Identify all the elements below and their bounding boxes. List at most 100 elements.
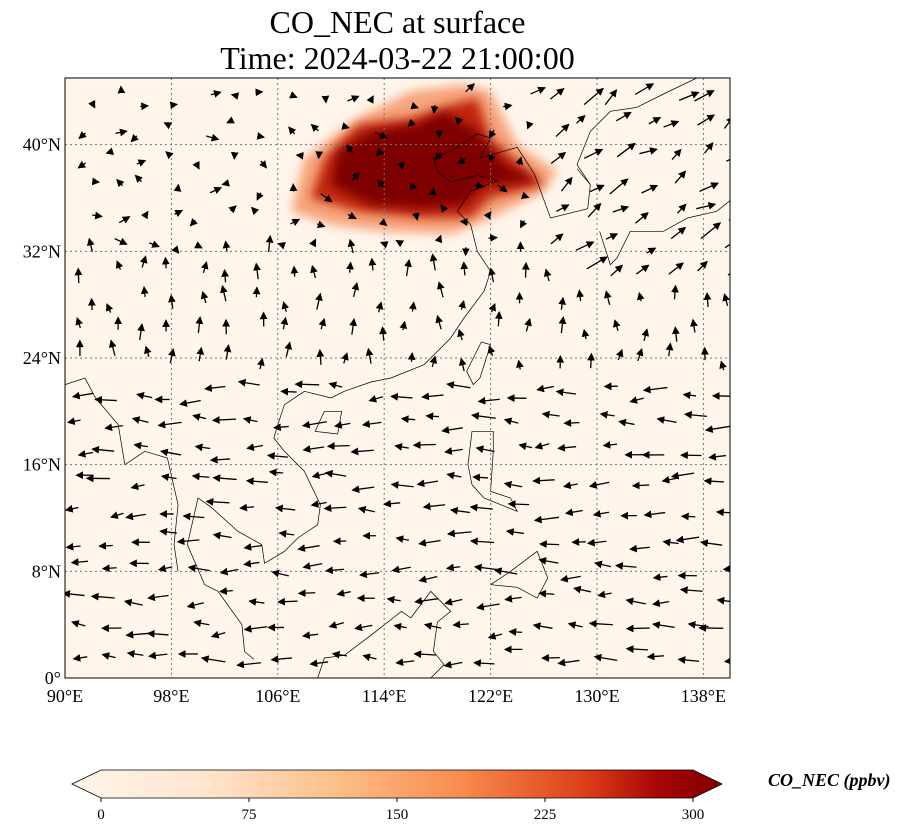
wind-arrow bbox=[347, 211, 357, 219]
wind-arrow bbox=[636, 291, 645, 302]
wind-arrow bbox=[474, 181, 485, 190]
wind-arrow bbox=[209, 455, 231, 464]
wind-arrow bbox=[588, 619, 613, 628]
wind-arrow bbox=[488, 129, 497, 139]
lon-tick-label: 98°E bbox=[153, 686, 189, 706]
wind-arrow bbox=[94, 395, 117, 404]
wind-arrow bbox=[407, 118, 416, 127]
wind-arrow bbox=[604, 89, 618, 106]
wind-arrow bbox=[309, 238, 317, 248]
wind-arrow bbox=[165, 151, 174, 160]
wind-arrow bbox=[101, 652, 116, 660]
wind-arrow bbox=[290, 218, 301, 226]
wind-arrow bbox=[316, 220, 326, 228]
wind-arrow bbox=[289, 91, 298, 99]
colorbar-tick-label: 75 bbox=[242, 807, 257, 823]
wind-arrow bbox=[648, 116, 662, 125]
wind-arrow bbox=[587, 202, 602, 218]
wind-arrow bbox=[161, 256, 170, 269]
wind-arrow bbox=[597, 590, 612, 599]
wind-arrow bbox=[243, 624, 268, 633]
coastline bbox=[186, 391, 321, 660]
wind-arrow bbox=[325, 566, 345, 575]
wind-arrow bbox=[533, 515, 560, 524]
wind-arrow bbox=[136, 159, 147, 167]
wind-arrow bbox=[395, 240, 405, 248]
wind-arrow bbox=[497, 184, 508, 193]
wind-arrow bbox=[336, 589, 351, 597]
wind-arrow bbox=[66, 417, 81, 426]
wind-arrow bbox=[268, 468, 284, 477]
wind-arrow bbox=[134, 174, 143, 183]
wind-arrow bbox=[220, 284, 228, 302]
wind-arrow bbox=[393, 622, 407, 631]
wind-arrow bbox=[410, 101, 419, 110]
wind-arrow bbox=[239, 503, 255, 512]
wind-arrow bbox=[444, 598, 463, 606]
wind-arrow bbox=[196, 346, 205, 362]
wind-arrow bbox=[625, 624, 650, 633]
wind-arrow bbox=[504, 594, 522, 603]
wind-arrow bbox=[195, 316, 204, 333]
wind-arrow bbox=[576, 289, 585, 302]
wind-arrow bbox=[350, 447, 374, 456]
wind-arrow bbox=[599, 410, 615, 419]
wind-arrow bbox=[550, 233, 564, 245]
wind-arrow bbox=[458, 300, 466, 310]
wind-arrow bbox=[488, 302, 496, 313]
wind-arrow bbox=[108, 339, 117, 356]
wind-arrow bbox=[602, 440, 618, 449]
wind-arrow bbox=[324, 469, 347, 478]
coastlines bbox=[65, 78, 730, 678]
wind-arrow bbox=[610, 264, 624, 277]
wind-arrow bbox=[487, 153, 496, 163]
wind-arrow bbox=[148, 651, 168, 660]
wind-arrow bbox=[209, 186, 223, 195]
wind-arrow bbox=[221, 268, 229, 283]
wind-arrow bbox=[130, 134, 139, 143]
wind-arrow bbox=[724, 243, 730, 249]
wind-arrow bbox=[362, 653, 377, 662]
wind-arrow bbox=[326, 442, 350, 450]
wind-arrow bbox=[616, 142, 636, 158]
wind-arrow bbox=[708, 452, 727, 461]
wind-arrow bbox=[71, 620, 86, 628]
wind-arrow bbox=[618, 418, 635, 427]
map-title-line2: Time: 2024-03-22 21:00:00 bbox=[220, 40, 575, 76]
map-frame bbox=[64, 77, 731, 679]
wind-arrow bbox=[310, 500, 327, 508]
wind-arrow bbox=[351, 485, 375, 494]
wind-arrow bbox=[642, 385, 668, 394]
wind-arrow bbox=[703, 292, 712, 307]
wind-arrow bbox=[302, 445, 325, 453]
wind-arrow bbox=[414, 597, 439, 605]
wind-arrow bbox=[508, 628, 523, 636]
wind-arrow bbox=[409, 182, 418, 191]
wind-arrow bbox=[243, 543, 262, 551]
wind-arrow bbox=[670, 226, 687, 240]
wind-arrow bbox=[652, 573, 668, 582]
wind-arrow bbox=[302, 562, 323, 570]
wind-arrow bbox=[157, 564, 173, 573]
wind-arrow bbox=[612, 205, 630, 213]
wind-arrow bbox=[646, 652, 664, 661]
wind-arrow bbox=[310, 264, 318, 279]
colorbar-tick-label: 0 bbox=[97, 807, 105, 823]
wind-arrow bbox=[116, 178, 125, 188]
wind-arrow bbox=[613, 319, 621, 332]
wind-arrow bbox=[429, 355, 438, 368]
wind-arrow bbox=[699, 182, 719, 192]
wind-arrow bbox=[374, 131, 389, 139]
wind-arrow bbox=[641, 328, 650, 342]
wind-arrow bbox=[192, 413, 207, 421]
wind-arrow bbox=[594, 560, 612, 569]
wind-arrow bbox=[140, 210, 149, 220]
wind-arrow bbox=[242, 416, 258, 424]
wind-arrow bbox=[248, 598, 265, 606]
wind-arrow bbox=[191, 472, 210, 481]
wind-arrow bbox=[425, 412, 440, 421]
wind-arrow bbox=[251, 206, 260, 216]
wind-arrow bbox=[550, 151, 567, 165]
wind-arrow bbox=[588, 481, 610, 489]
wind-arrow bbox=[543, 268, 552, 282]
